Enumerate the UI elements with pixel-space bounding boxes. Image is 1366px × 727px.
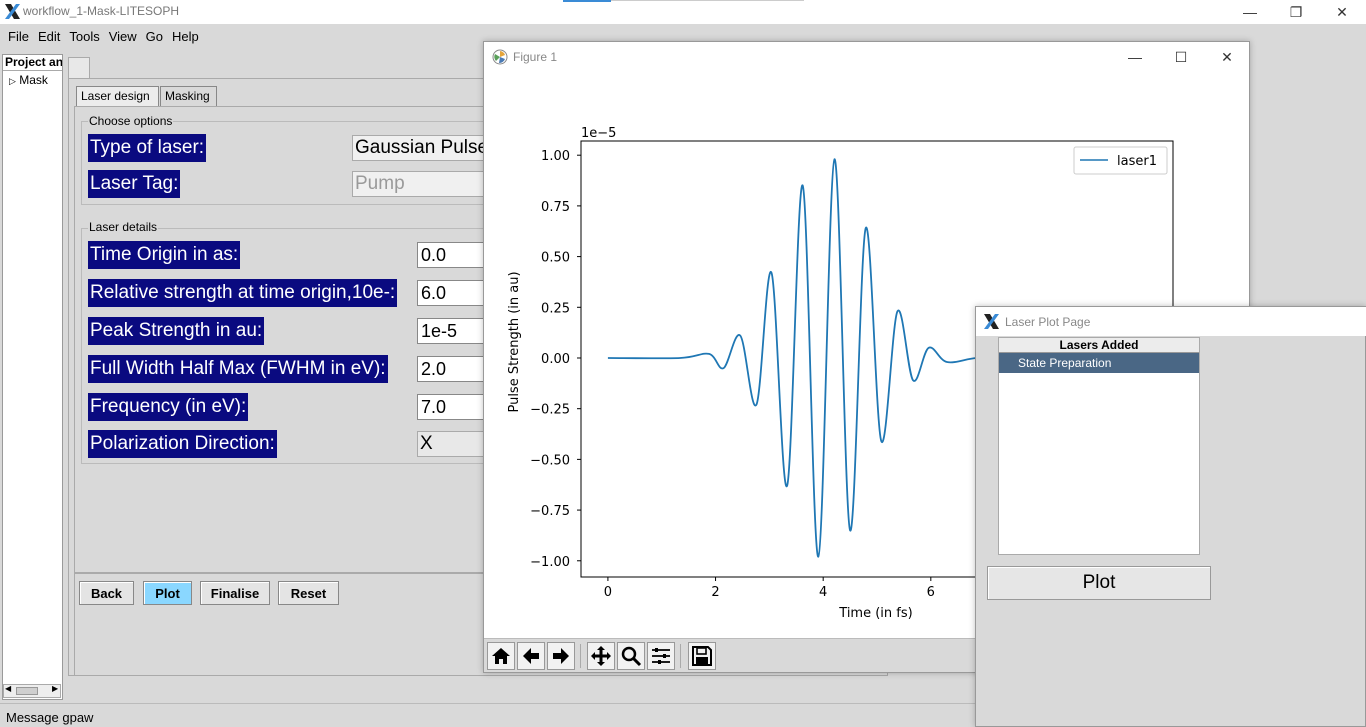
tree-expand-icon[interactable]: ▷ bbox=[9, 76, 16, 86]
choose-options-label: Choose options bbox=[88, 114, 174, 128]
close-button[interactable]: ✕ bbox=[1336, 3, 1348, 20]
type-of-laser-label: Type of laser: bbox=[88, 134, 207, 162]
zoom-icon[interactable] bbox=[617, 642, 645, 670]
tab-masking[interactable]: Masking bbox=[160, 86, 217, 106]
figure-window-title: Figure 1 bbox=[513, 50, 558, 64]
figure-maximize-button[interactable]: ☐ bbox=[1174, 48, 1188, 65]
minimize-button[interactable]: — bbox=[1243, 4, 1257, 20]
y-offset-label: 1e−5 bbox=[581, 126, 616, 141]
app-logo-icon bbox=[4, 3, 21, 23]
polarization-select[interactable]: X bbox=[417, 431, 486, 457]
fwhm-label: Full Width Half Max (FWHM in eV): bbox=[88, 355, 388, 383]
x-tick-label: 4 bbox=[819, 585, 827, 600]
laser-design-panel bbox=[74, 106, 486, 574]
series-lines bbox=[607, 158, 1039, 558]
tree-item-mask[interactable]: ▷ Mask bbox=[3, 73, 62, 87]
toolbar-separator bbox=[580, 644, 581, 668]
menu-help[interactable]: Help bbox=[172, 28, 199, 44]
peak-strength-input[interactable]: 1e-5 bbox=[417, 318, 486, 344]
tab-laser-design[interactable]: Laser design bbox=[76, 86, 159, 106]
relative-strength-label: Relative strength at time origin,10e-: bbox=[88, 279, 398, 307]
back-arrow-icon[interactable] bbox=[517, 642, 545, 670]
lasers-added-list[interactable]: Lasers Added State Preparation bbox=[998, 337, 1200, 555]
project-panel: Project an ▷ Mask bbox=[2, 54, 63, 700]
polarization-label: Polarization Direction: bbox=[88, 430, 277, 458]
y-tick-label: 1.00 bbox=[541, 149, 570, 164]
laser-tag-field[interactable]: Pump bbox=[352, 171, 486, 197]
taskbar-highlight bbox=[563, 0, 611, 2]
scroll-right-icon[interactable]: ▶ bbox=[52, 684, 59, 693]
forward-arrow-icon[interactable] bbox=[547, 642, 575, 670]
app-logo-icon bbox=[983, 313, 1000, 333]
laser-plot-window: Laser Plot Page Lasers Added State Prepa… bbox=[975, 306, 1366, 727]
choose-options-group bbox=[81, 121, 486, 205]
y-tick-label: 0.25 bbox=[541, 301, 570, 316]
peak-strength-label: Peak Strength in au: bbox=[88, 317, 265, 345]
toolbar-separator bbox=[680, 644, 681, 668]
y-tick-label: −0.75 bbox=[530, 504, 570, 519]
plot-button[interactable]: Plot bbox=[143, 581, 192, 605]
lasers-added-header[interactable]: Lasers Added bbox=[999, 338, 1199, 353]
fwhm-input[interactable]: 2.0 bbox=[417, 356, 486, 382]
restore-button[interactable]: ❐ bbox=[1289, 3, 1303, 20]
save-icon[interactable] bbox=[688, 642, 716, 670]
legend-label-laser1: laser1 bbox=[1117, 154, 1157, 169]
laser-details-label: Laser details bbox=[88, 220, 159, 234]
menu-edit[interactable]: Edit bbox=[37, 28, 61, 44]
back-button[interactable]: Back bbox=[79, 581, 134, 605]
taskbar-divider bbox=[611, 0, 804, 1]
menu-tools[interactable]: Tools bbox=[69, 28, 100, 44]
x-tick-label: 2 bbox=[711, 585, 719, 600]
y-tick-label: −0.50 bbox=[530, 453, 570, 468]
scroll-left-icon[interactable]: ◀ bbox=[5, 684, 12, 693]
type-of-laser-select[interactable]: Gaussian Pulse bbox=[352, 135, 486, 161]
menu-file[interactable]: File bbox=[8, 28, 29, 44]
series-line-laser1 bbox=[607, 158, 1039, 558]
y-tick-label: −0.25 bbox=[530, 403, 570, 418]
main-title-bar: workflow_1-Mask-LITESOPH — ❐ ✕ bbox=[0, 0, 1366, 24]
y-tick-label: 0.00 bbox=[541, 352, 570, 367]
tree-item-label: Mask bbox=[19, 73, 48, 87]
finalise-button[interactable]: Finalise bbox=[200, 581, 270, 605]
frequency-input[interactable]: 7.0 bbox=[417, 394, 486, 420]
y-tick-label: 0.75 bbox=[541, 200, 570, 215]
home-icon[interactable] bbox=[487, 642, 515, 670]
figure-minimize-button[interactable]: — bbox=[1128, 49, 1142, 65]
matplotlib-logo-icon bbox=[492, 49, 508, 68]
figure-title-bar: Figure 1 — ☐ ✕ bbox=[484, 42, 1249, 72]
time-origin-input[interactable]: 0.0 bbox=[417, 242, 486, 268]
y-tick-label: 0.50 bbox=[541, 251, 570, 266]
reset-button[interactable]: Reset bbox=[278, 581, 339, 605]
relative-strength-input[interactable]: 6.0 bbox=[417, 280, 486, 306]
figure-close-button[interactable]: ✕ bbox=[1221, 48, 1233, 65]
laser-tag-label: Laser Tag: bbox=[88, 170, 181, 198]
pan-icon[interactable] bbox=[587, 642, 615, 670]
menu-view[interactable]: View bbox=[108, 28, 137, 44]
y-axis-label: Pulse Strength (in au) bbox=[507, 271, 522, 412]
chart-legend: laser1 bbox=[1073, 146, 1168, 175]
button-row-frame bbox=[74, 572, 486, 676]
main-window-title: workflow_1-Mask-LITESOPH bbox=[23, 4, 180, 18]
time-origin-label: Time Origin in as: bbox=[88, 241, 241, 269]
x-tick-label: 0 bbox=[604, 585, 612, 600]
menu-go[interactable]: Go bbox=[145, 28, 164, 44]
laser-plot-window-title: Laser Plot Page bbox=[1005, 315, 1091, 329]
status-bar: Message gpaw bbox=[0, 703, 1366, 727]
x-tick-label: 6 bbox=[927, 585, 935, 600]
pulse-chart[interactable]: Pulse Strength (in au) Time (in fs) 1e−5… bbox=[484, 72, 1249, 638]
x-axis-label: Time (in fs) bbox=[838, 606, 912, 621]
configure-subplots-icon[interactable] bbox=[647, 642, 675, 670]
laser-plot-title-bar: Laser Plot Page bbox=[976, 307, 1366, 336]
project-hscrollbar[interactable]: ◀ ▶ bbox=[3, 684, 61, 698]
laser-plot-button[interactable]: Plot bbox=[987, 566, 1211, 600]
frequency-label: Frequency (in eV): bbox=[88, 393, 249, 421]
scroll-thumb[interactable] bbox=[16, 687, 38, 695]
axis-ticks: 0 2 4 6 1.00 0.75 0.50 0.25 0.00 −0.25 −0.50 −0.75 −… bbox=[530, 149, 1147, 600]
y-tick-label: −1.00 bbox=[530, 555, 570, 570]
list-item[interactable]: State Preparation bbox=[999, 353, 1199, 373]
workspace-tab[interactable] bbox=[68, 57, 90, 79]
laser-details-group bbox=[81, 228, 486, 464]
project-panel-header: Project an bbox=[3, 55, 62, 71]
